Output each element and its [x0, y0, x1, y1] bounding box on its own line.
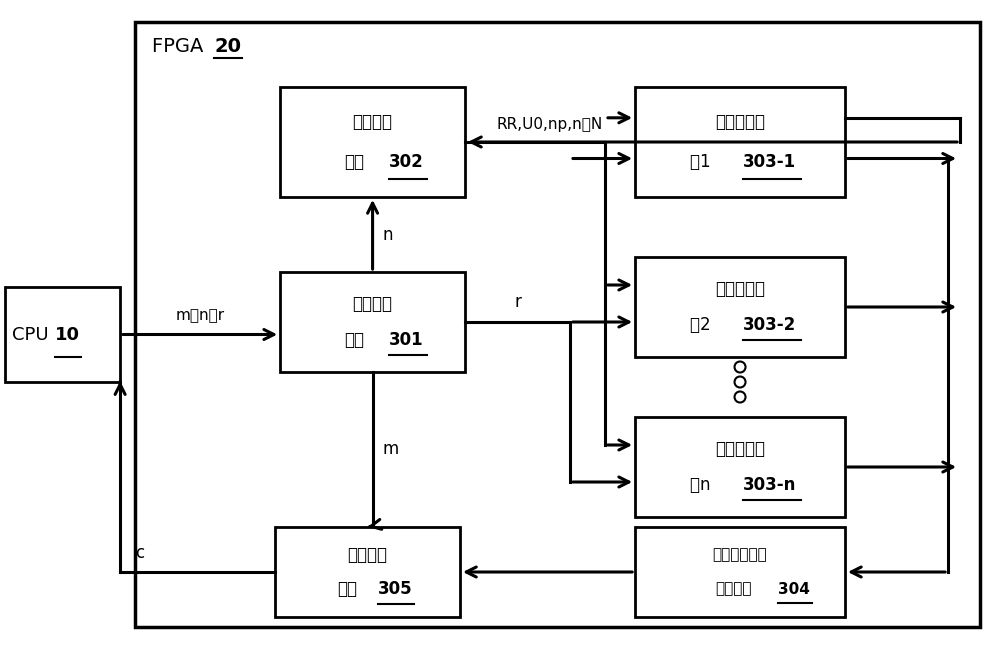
Text: RR,U0,np,n和N: RR,U0,np,n和N [497, 117, 603, 132]
Bar [635, 417, 845, 517]
Text: r: r [514, 293, 521, 311]
Text: 混淆加密: 混淆加密 [348, 546, 388, 564]
Text: 擎1: 擎1 [690, 153, 716, 171]
Bar [280, 87, 465, 197]
Bar [275, 527, 460, 617]
Text: 模幂计算引: 模幂计算引 [715, 113, 765, 131]
Bar [5, 287, 120, 382]
Text: 20: 20 [214, 37, 241, 57]
Bar [135, 22, 980, 627]
Text: m，n和r: m，n和r [176, 309, 225, 323]
Text: 304: 304 [778, 581, 810, 597]
Text: CPU: CPU [12, 325, 55, 344]
Text: 参数计算: 参数计算 [353, 113, 393, 131]
Text: c: c [135, 544, 144, 562]
Bar [280, 272, 465, 372]
Text: 302: 302 [389, 153, 423, 171]
Bar [635, 257, 845, 357]
Text: 303-n: 303-n [743, 476, 796, 494]
Text: 模幂计算结果: 模幂计算结果 [713, 547, 767, 562]
Text: 擎2: 擎2 [690, 316, 716, 334]
Text: 聚合模块: 聚合模块 [715, 581, 752, 597]
Bar [635, 87, 845, 197]
Text: 模块: 模块 [345, 153, 365, 171]
Text: 301: 301 [389, 331, 423, 349]
Bar [635, 527, 845, 617]
Text: 引擎: 引擎 [338, 580, 358, 598]
Text: 303-2: 303-2 [743, 316, 796, 334]
Text: n: n [383, 225, 393, 244]
Text: 10: 10 [55, 325, 80, 344]
Text: 擎n: 擎n [690, 476, 716, 494]
Text: 数据分发: 数据分发 [353, 295, 393, 313]
Text: 模幂计算引: 模幂计算引 [715, 440, 765, 458]
Text: 模块: 模块 [345, 331, 365, 349]
Text: m: m [383, 440, 399, 459]
Text: 305: 305 [378, 580, 412, 598]
Text: 303-1: 303-1 [743, 153, 796, 171]
Text: 模幂计算引: 模幂计算引 [715, 280, 765, 298]
Text: FPGA: FPGA [152, 37, 210, 57]
